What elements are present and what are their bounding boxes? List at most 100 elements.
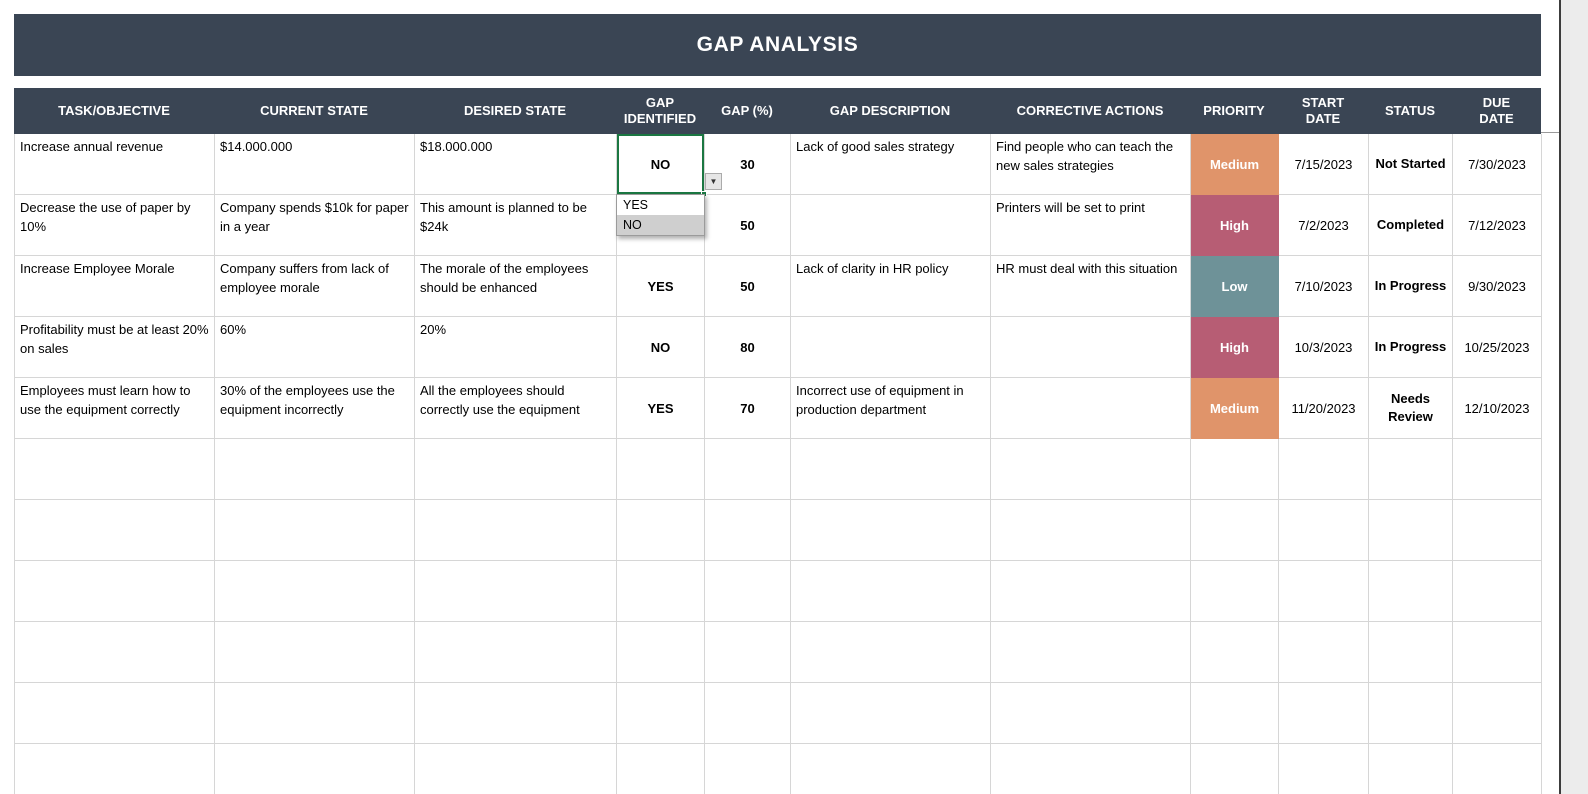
- cell-desired-state[interactable]: 20%: [415, 317, 617, 378]
- empty-cell[interactable]: [705, 561, 791, 622]
- empty-cell[interactable]: [15, 439, 215, 500]
- empty-cell[interactable]: [415, 744, 617, 794]
- empty-cell[interactable]: [215, 622, 415, 683]
- empty-cell[interactable]: [1279, 439, 1369, 500]
- empty-cell[interactable]: [1279, 500, 1369, 561]
- cell-start-date[interactable]: 10/3/2023: [1279, 317, 1369, 378]
- empty-cell[interactable]: [791, 500, 991, 561]
- cell-gap-description[interactable]: Incorrect use of equipment in production…: [791, 378, 991, 439]
- empty-cell[interactable]: [791, 561, 991, 622]
- cell-gap-pct[interactable]: 80: [705, 317, 791, 378]
- cell-priority[interactable]: High: [1191, 317, 1279, 378]
- cell-gap-description[interactable]: [791, 195, 991, 256]
- empty-cell[interactable]: [705, 744, 791, 794]
- empty-cell[interactable]: [1191, 622, 1279, 683]
- empty-cell[interactable]: [1191, 744, 1279, 794]
- cell-corrective-actions[interactable]: [991, 378, 1191, 439]
- empty-cell[interactable]: [991, 439, 1191, 500]
- empty-cell[interactable]: [705, 683, 791, 744]
- empty-cell[interactable]: [215, 439, 415, 500]
- empty-cell[interactable]: [15, 561, 215, 622]
- empty-cell[interactable]: [617, 622, 705, 683]
- empty-cell[interactable]: [1453, 683, 1542, 744]
- empty-cell[interactable]: [215, 683, 415, 744]
- cell-corrective-actions[interactable]: HR must deal with this situation: [991, 256, 1191, 317]
- empty-cell[interactable]: [15, 744, 215, 794]
- cell-start-date[interactable]: 11/20/2023: [1279, 378, 1369, 439]
- cell-priority[interactable]: Medium: [1191, 134, 1279, 195]
- cell-current-state[interactable]: $14.000.000: [215, 134, 415, 195]
- cell-task[interactable]: Profitability must be at least 20% on sa…: [15, 317, 215, 378]
- cell-corrective-actions[interactable]: [991, 317, 1191, 378]
- empty-cell[interactable]: [415, 622, 617, 683]
- empty-cell[interactable]: [15, 683, 215, 744]
- cell-corrective-actions[interactable]: Find people who can teach the new sales …: [991, 134, 1191, 195]
- dropdown-option-no[interactable]: NO: [617, 215, 704, 235]
- empty-cell[interactable]: [15, 622, 215, 683]
- empty-cell[interactable]: [1453, 744, 1542, 794]
- empty-cell[interactable]: [1191, 683, 1279, 744]
- cell-due-date[interactable]: 12/10/2023: [1453, 378, 1542, 439]
- empty-cell[interactable]: [991, 744, 1191, 794]
- cell-task[interactable]: Employees must learn how to use the equi…: [15, 378, 215, 439]
- empty-cell[interactable]: [1369, 744, 1453, 794]
- cell-gap-identified-selected[interactable]: NO ▼ YES NO: [616, 134, 722, 236]
- empty-cell[interactable]: [617, 439, 705, 500]
- empty-cell[interactable]: [1369, 439, 1453, 500]
- cell-gap-identified[interactable]: NO: [617, 317, 705, 378]
- cell-desired-state[interactable]: All the employees should correctly use t…: [415, 378, 617, 439]
- empty-cell[interactable]: [415, 683, 617, 744]
- empty-cell[interactable]: [215, 500, 415, 561]
- cell-desired-state[interactable]: This amount is planned to be $24k: [415, 195, 617, 256]
- empty-cell[interactable]: [791, 683, 991, 744]
- cell-start-date[interactable]: 7/2/2023: [1279, 195, 1369, 256]
- empty-cell[interactable]: [1369, 500, 1453, 561]
- empty-cell[interactable]: [1279, 622, 1369, 683]
- empty-cell[interactable]: [617, 744, 705, 794]
- empty-cell[interactable]: [1369, 561, 1453, 622]
- cell-due-date[interactable]: 9/30/2023: [1453, 256, 1542, 317]
- empty-cell[interactable]: [991, 683, 1191, 744]
- empty-cell[interactable]: [1453, 622, 1542, 683]
- cell-due-date[interactable]: 7/12/2023: [1453, 195, 1542, 256]
- empty-cell[interactable]: [1279, 561, 1369, 622]
- cell-status[interactable]: In Progress: [1369, 317, 1453, 378]
- cell-task[interactable]: Increase Employee Morale: [15, 256, 215, 317]
- empty-cell[interactable]: [705, 439, 791, 500]
- cell-task[interactable]: Decrease the use of paper by 10%: [15, 195, 215, 256]
- empty-cell[interactable]: [1279, 683, 1369, 744]
- cell-gap-identified[interactable]: YES: [617, 378, 705, 439]
- empty-cell[interactable]: [415, 561, 617, 622]
- cell-gap-description[interactable]: Lack of good sales strategy: [791, 134, 991, 195]
- empty-cell[interactable]: [991, 622, 1191, 683]
- empty-cell[interactable]: [791, 439, 991, 500]
- empty-cell[interactable]: [705, 500, 791, 561]
- empty-cell[interactable]: [991, 500, 1191, 561]
- empty-cell[interactable]: [1453, 500, 1542, 561]
- empty-cell[interactable]: [1191, 439, 1279, 500]
- cell-priority[interactable]: Medium: [1191, 378, 1279, 439]
- empty-cell[interactable]: [617, 561, 705, 622]
- cell-status[interactable]: Completed: [1369, 195, 1453, 256]
- cell-gap-pct[interactable]: 50: [705, 256, 791, 317]
- cell-status[interactable]: Needs Review: [1369, 378, 1453, 439]
- empty-cell[interactable]: [1369, 622, 1453, 683]
- cell-status[interactable]: In Progress: [1369, 256, 1453, 317]
- empty-cell[interactable]: [791, 744, 991, 794]
- cell-due-date[interactable]: 10/25/2023: [1453, 317, 1542, 378]
- empty-cell[interactable]: [215, 744, 415, 794]
- cell-priority[interactable]: Low: [1191, 256, 1279, 317]
- empty-cell[interactable]: [415, 439, 617, 500]
- empty-cell[interactable]: [705, 622, 791, 683]
- cell-gap-pct[interactable]: 50: [705, 195, 791, 256]
- cell-gap-pct[interactable]: 70: [705, 378, 791, 439]
- empty-cell[interactable]: [617, 683, 705, 744]
- empty-cell[interactable]: [415, 500, 617, 561]
- empty-cell[interactable]: [1453, 561, 1542, 622]
- empty-cell[interactable]: [1369, 683, 1453, 744]
- cell-gap-description[interactable]: [791, 317, 991, 378]
- cell-start-date[interactable]: 7/10/2023: [1279, 256, 1369, 317]
- cell-corrective-actions[interactable]: Printers will be set to print: [991, 195, 1191, 256]
- empty-cell[interactable]: [1279, 744, 1369, 794]
- cell-due-date[interactable]: 7/30/2023: [1453, 134, 1542, 195]
